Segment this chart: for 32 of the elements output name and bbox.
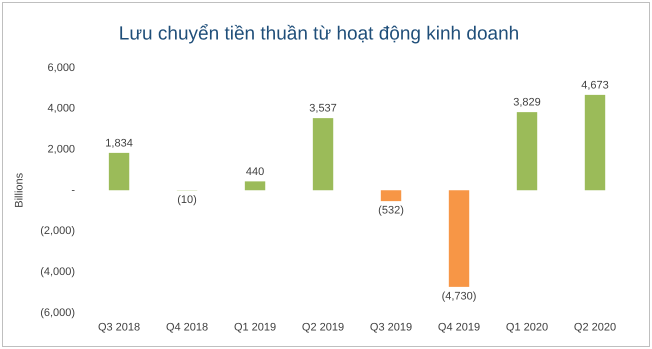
x-tick-label: Q2 2020 (574, 321, 616, 334)
y-tick-label: 4,000 (48, 102, 76, 115)
data-label: (532) (378, 204, 404, 217)
x-tick-label: Q4 2018 (166, 321, 208, 334)
x-tick-label: Q4 2019 (438, 321, 480, 334)
bar (448, 190, 470, 287)
y-tick-label: (2,000) (40, 225, 76, 238)
x-tick-label: Q1 2019 (234, 321, 276, 334)
bar (516, 112, 538, 190)
x-tick-label: Q3 2018 (98, 321, 140, 334)
chart-title: Lưu chuyển tiền thuần từ hoạt động kinh doanh (118, 24, 520, 45)
y-tick-label: (6,000) (40, 306, 76, 319)
y-tick-label: (4,000) (40, 266, 76, 278)
data-label: 440 (246, 166, 264, 178)
bar (244, 181, 266, 190)
data-label: 1,834 (105, 137, 133, 150)
bar (108, 152, 130, 190)
bar (312, 118, 334, 190)
y-tick-label: 2,000 (48, 144, 76, 156)
y-tick-label: - (71, 184, 76, 196)
data-label: 3,537 (309, 102, 337, 115)
y-axis-title: Billions (14, 172, 26, 208)
x-tick-label: Q3 2019 (370, 321, 412, 334)
data-label: (4,730) (442, 290, 476, 302)
x-tick-label: Q2 2019 (302, 321, 344, 334)
y-tick-label: 6,000 (48, 62, 76, 74)
data-label: 4,673 (581, 79, 609, 92)
data-label: (10) (177, 194, 197, 206)
bar (584, 94, 606, 190)
bar (380, 190, 402, 202)
x-tick-label: Q1 2020 (506, 321, 548, 334)
data-label: 3,829 (513, 96, 541, 109)
